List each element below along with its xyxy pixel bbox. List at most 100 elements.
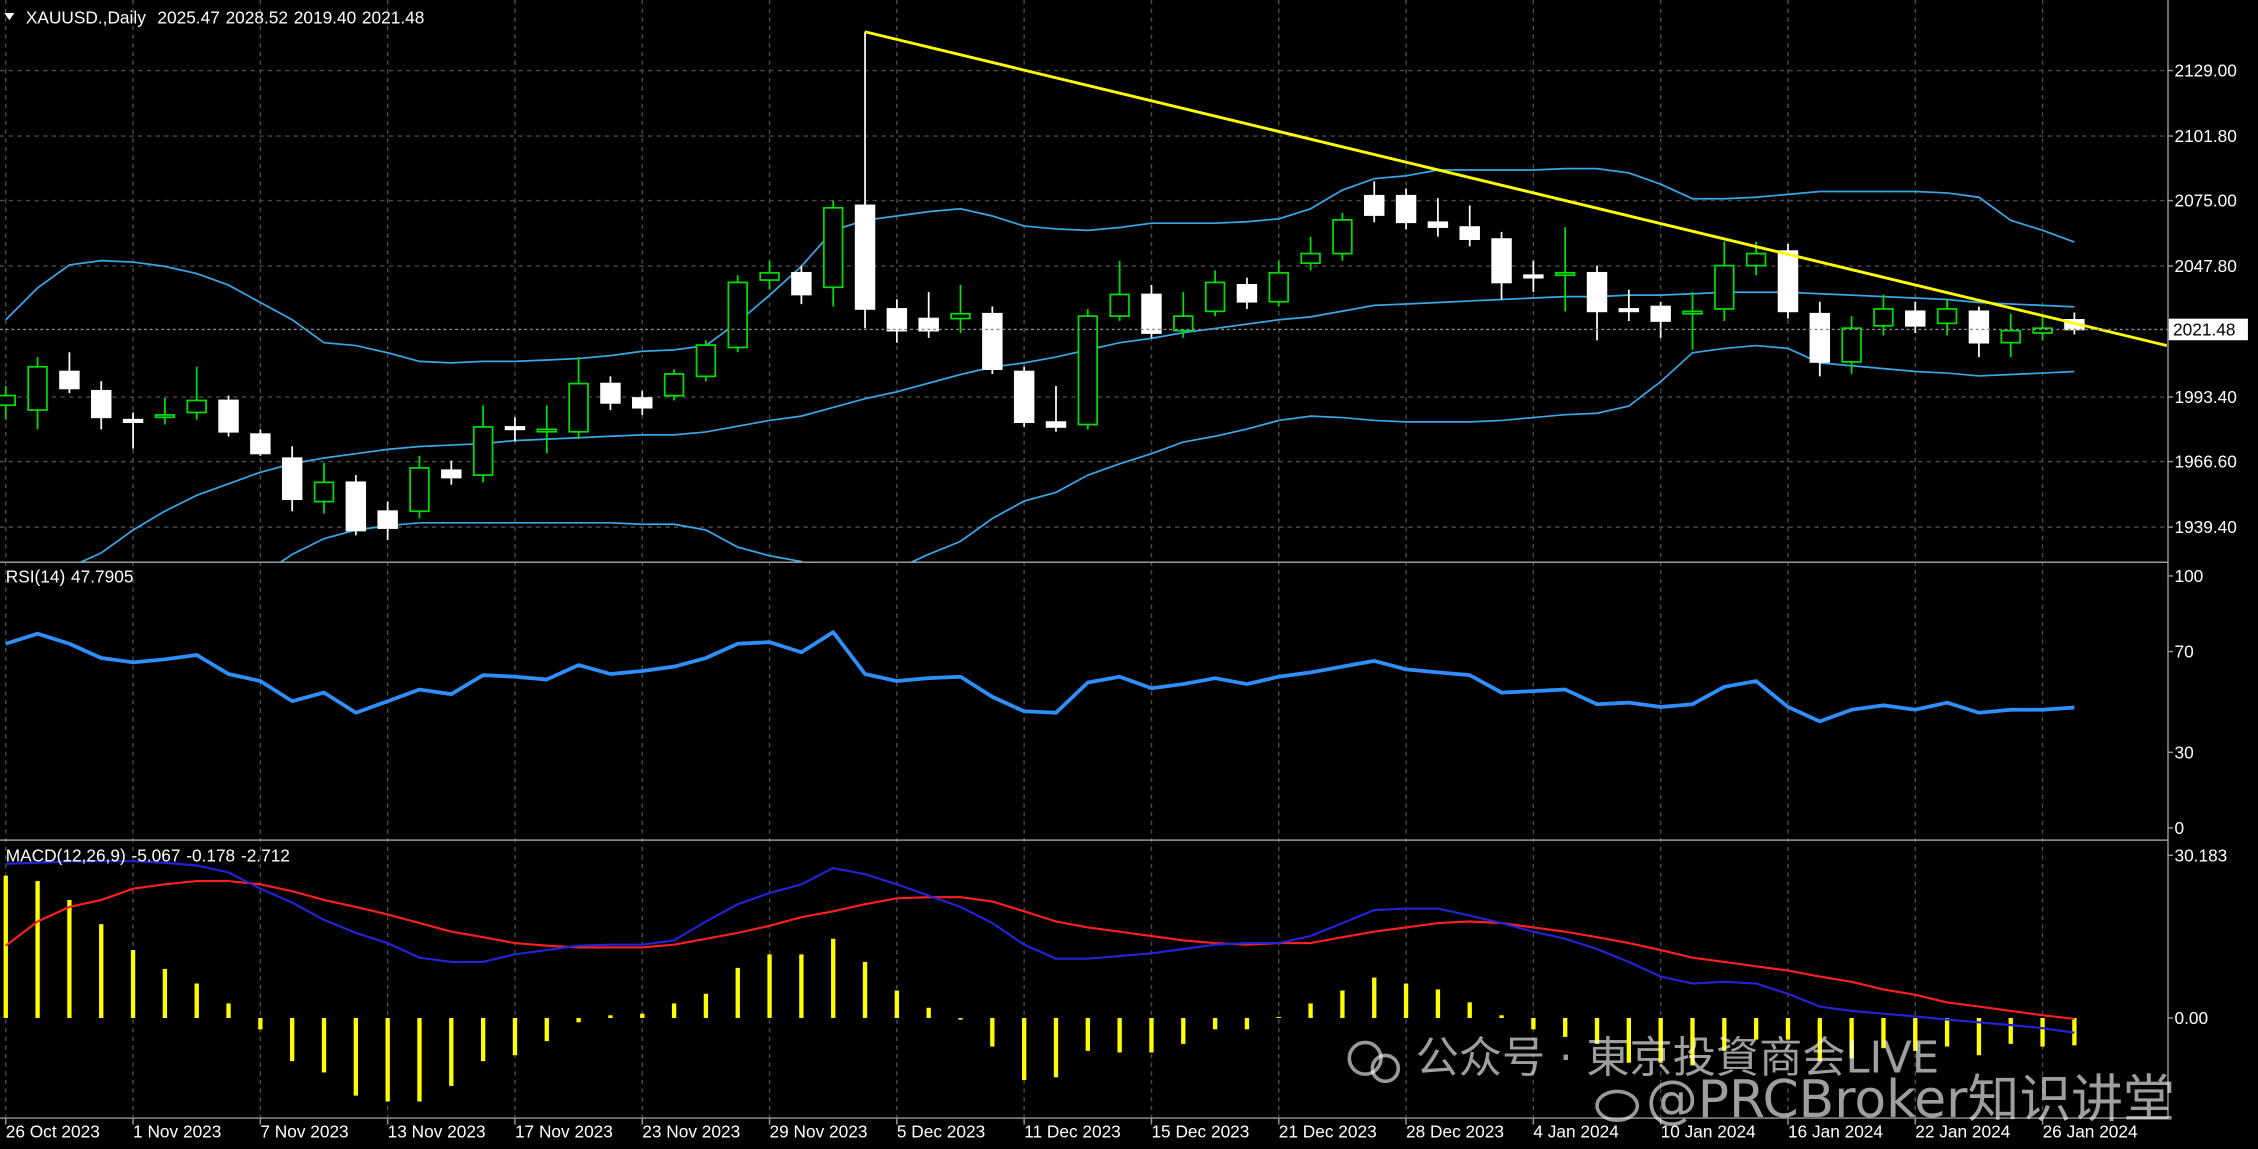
candle-body [1650,305,1671,322]
candle-body [950,312,971,320]
macd-bar [2008,1017,2013,1044]
macd-bar [1149,1017,1154,1053]
macd-line-reading: -2.712 [241,845,290,865]
x-tick-label: 13 Nov 2023 [388,1122,486,1142]
high-reading: 2028.52 [226,7,288,27]
macd-bar [1849,1017,1854,1059]
macd-bar [1753,1017,1759,1040]
macd-bar [1913,1017,1918,1051]
macd-bar [1340,990,1345,1018]
x-tick-label: 26 Jan 2024 [2043,1122,2138,1142]
macd-bar [1658,1017,1663,1063]
macd-bar [35,881,40,1018]
macd-bar [831,938,836,1018]
y-tick-label: 1939.40 [2174,517,2236,537]
macd-bar [353,1017,358,1096]
candle-body [1777,250,1799,313]
y-tick-label: 30 [2174,742,2193,762]
macd-bar [130,950,136,1018]
candle-body [886,308,908,332]
x-tick-label: 1 Nov 2023 [133,1122,221,1142]
macd-bar [1690,1017,1695,1066]
candle-body [1491,238,1512,284]
y-tick-label: 1993.40 [2174,387,2236,407]
macd-bar [767,954,772,1018]
macd-bar [990,1017,995,1047]
y-tick-label: 0.00 [2174,1008,2208,1028]
weibo-icon [1595,1089,1640,1123]
candle-body [1045,421,1067,428]
candle-body [1905,310,1926,327]
trendline [864,30,2168,347]
candle-body [1841,327,1862,363]
candle-body [250,433,271,455]
macd-bar [67,899,72,1018]
macd-line [5,860,2075,1034]
macd-bar [290,1017,295,1062]
x-tick-label: 22 Jan 2024 [1915,1122,2010,1142]
macd-bar [194,983,199,1018]
candle-body [1395,194,1417,224]
macd-bar [640,1013,645,1018]
macd-bar [321,1017,327,1073]
macd-bar [3,875,8,1018]
candle-body [1364,194,1385,216]
macd-bar [1499,1015,1504,1018]
candle-body [1300,252,1321,265]
macd-bar [1976,1017,1982,1056]
candle-body [1141,293,1162,334]
candle-body [1332,218,1353,255]
candle-body [1427,221,1449,228]
candle-body [1618,308,1640,313]
candle-body [345,481,367,532]
macd-bar [1276,1016,1281,1018]
menu-arrow[interactable] [4,12,15,21]
candle-body [1714,264,1735,310]
macd-bar [226,1003,231,1018]
macd-bar [1944,1017,1950,1047]
open-reading: 2025.47 [157,7,219,27]
x-tick-label: 4 Jan 2024 [1533,1122,1619,1142]
candle-body [695,344,717,378]
macd-bar [1244,1017,1250,1030]
candle-body [1459,226,1480,240]
macd-bar [1563,1017,1568,1037]
macd-bar [544,1017,549,1042]
candle-body [441,469,462,479]
candle-body [1745,252,1767,267]
macd-signal-reading: -0.178 [186,845,235,865]
macd-bar [480,1017,486,1062]
macd-bar [449,1017,454,1086]
candle-body [472,426,494,476]
price-header: XAUUSD.,Daily 2025.47 2028.52 2019.40 2021.4… [26,7,424,27]
x-tick-label: 23 Nov 2023 [642,1122,740,1142]
axis-layer: 26 Oct 2023 1 Nov 2023 7 Nov 2023 13 Nov 20… [0,61,2248,1142]
macd-bar [608,1015,613,1018]
macd-bar [1117,1017,1122,1053]
macd-bar [1467,1002,1472,1018]
x-tick-label: 26 Oct 2023 [6,1122,100,1142]
candle-body [663,373,685,397]
x-tick-label: 7 Nov 2023 [260,1122,348,1142]
macd-line [5,879,2075,1021]
rsi-line [5,630,2075,724]
candle-body [1968,310,1990,344]
macd-histogram-reading: -5.067 [131,845,180,865]
macd-bar [862,961,868,1018]
candle-body [1523,274,1544,279]
macd-bar [735,967,740,1018]
macd-bar [1881,1017,1886,1049]
x-tick-label: 5 Dec 2023 [897,1122,985,1142]
macd-bar [1785,1017,1791,1040]
last-price-box [2168,318,2248,341]
candle-body [218,399,239,433]
rsi-reading: 47.7905 [71,566,133,586]
macd-bar [576,1017,581,1023]
candle-body [1077,315,1099,426]
macd-bar [162,968,168,1018]
macd-bar [958,1017,963,1020]
y-tick-label: 1966.60 [2174,452,2236,472]
macd-panel [3,860,2077,1102]
candle-body [59,370,80,390]
